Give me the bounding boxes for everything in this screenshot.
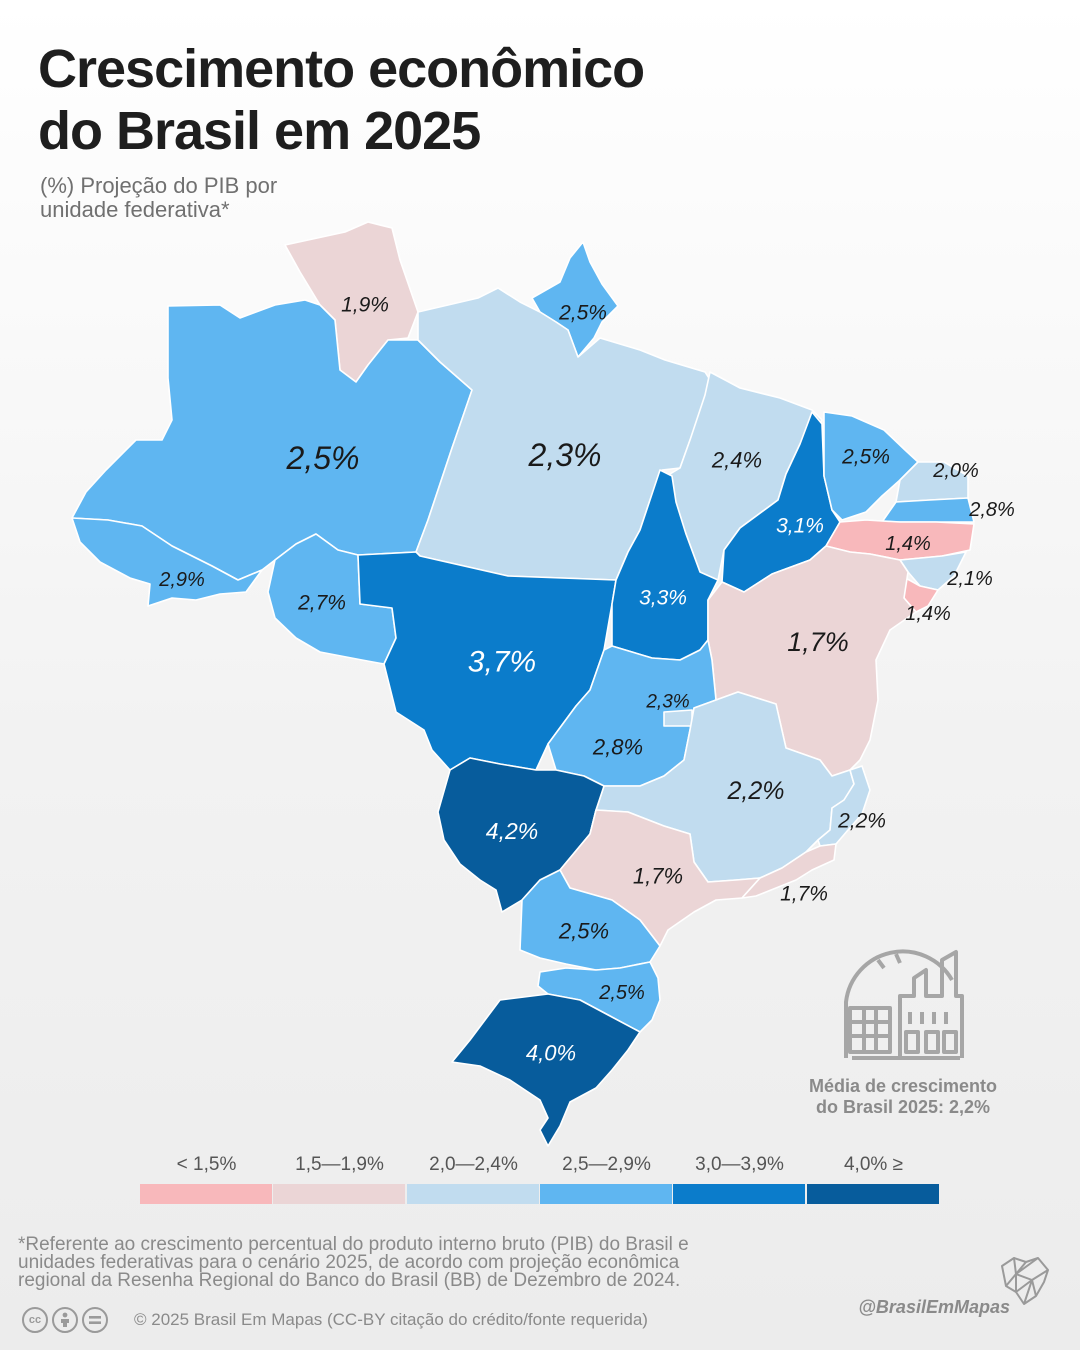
state-label-es: 2,2% xyxy=(837,810,886,833)
state-label-sp: 1,7% xyxy=(633,864,683,889)
state-label-am: 2,5% xyxy=(286,440,360,476)
footnote-line-2: unidades federativas para o cenário 2025… xyxy=(18,1252,680,1273)
state-label-pa: 2,3% xyxy=(528,437,602,473)
state-label-pi: 3,1% xyxy=(776,515,824,538)
state-ce xyxy=(823,411,919,521)
credit-row: cc © 2025 Brasil Em Mapas (CC-BY citação… xyxy=(22,1305,648,1335)
legend-label-3-0-3-9: 3,0—3,9% xyxy=(695,1154,784,1175)
legend-swatch-gte-4-0 xyxy=(807,1184,939,1204)
state-rs xyxy=(451,993,641,1147)
state-label-ma: 2,4% xyxy=(711,448,762,473)
page-subtitle: (%) Projeção do PIB por unidade federati… xyxy=(40,174,277,222)
title-line-2: do Brasil em 2025 xyxy=(38,101,481,161)
state-ac xyxy=(71,517,263,607)
average-growth-text: Média de crescimento do Brasil 2025: 2,2… xyxy=(790,1076,1016,1118)
state-ma xyxy=(659,371,823,589)
state-pb xyxy=(881,497,975,523)
state-al xyxy=(899,551,967,591)
state-label-pr: 2,5% xyxy=(558,919,609,944)
legend-swatch-3-0-3-9 xyxy=(673,1184,805,1204)
average-line-1: Média de crescimento xyxy=(808,1076,998,1096)
cc-icon: cc xyxy=(22,1307,48,1333)
legend-bar xyxy=(140,1184,940,1204)
legend-label-1-5-1-9: 1,5—1,9% xyxy=(295,1154,384,1175)
state-label-rj: 1,7% xyxy=(780,883,828,906)
state-label-to: 3,3% xyxy=(639,587,687,610)
equal-icon xyxy=(82,1307,108,1333)
footnote-line-3: regional da Resenha Regional do Banco do… xyxy=(18,1270,681,1291)
average-growth-block: Média de crescimento do Brasil 2025: 2,2… xyxy=(790,940,1016,1118)
state-label-rs: 4,0% xyxy=(526,1041,576,1066)
brazil-map-icon xyxy=(1001,1257,1049,1305)
title-line-1: Crescimento econômico xyxy=(38,39,645,99)
state-label-rn: 2,0% xyxy=(932,460,979,482)
legend-label-2-0-2-4: 2,0—2,4% xyxy=(429,1154,518,1175)
state-label-ms: 4,2% xyxy=(486,818,538,844)
legend: < 1,5% 1,5—1,9% 2,0—2,4% 2,5—2,9% 3,0—3,… xyxy=(140,1154,940,1204)
subtitle-line-1: (%) Projeção do PIB por xyxy=(40,173,278,198)
state-label-ro: 2,7% xyxy=(297,592,346,615)
state-label-se: 1,4% xyxy=(905,603,951,625)
state-label-ce: 2,5% xyxy=(841,446,890,469)
legend-label-lt-1-5: < 1,5% xyxy=(176,1154,237,1175)
page-title: Crescimento econômico do Brasil em 2025 xyxy=(38,38,645,162)
state-pr xyxy=(519,869,661,971)
state-shapes xyxy=(71,221,975,1147)
state-label-mg: 2,2% xyxy=(727,777,785,805)
footnote-line-1: *Referente ao crescimento percentual do … xyxy=(18,1234,689,1255)
state-label-ap: 2,5% xyxy=(558,302,607,325)
state-label-ac: 2,9% xyxy=(158,569,205,591)
legend-swatch-lt-1-5 xyxy=(140,1184,272,1204)
state-label-go: 2,8% xyxy=(592,735,643,760)
state-label-pb: 2,8% xyxy=(968,499,1015,521)
legend-swatch-1-5-1-9 xyxy=(273,1184,405,1204)
state-label-ba: 1,7% xyxy=(787,627,849,657)
factory-icon xyxy=(844,949,964,1060)
legend-labels: < 1,5% 1,5—1,9% 2,0—2,4% 2,5—2,9% 3,0—3,… xyxy=(140,1154,940,1180)
average-line-2: do Brasil 2025: 2,2% xyxy=(815,1097,991,1117)
social-handle: @BrasilEmMapas xyxy=(858,1297,1010,1317)
attribution-icon xyxy=(52,1307,78,1333)
state-rj xyxy=(741,843,837,899)
legend-swatch-2-5-2-9 xyxy=(540,1184,672,1204)
legend-label-2-5-2-9: 2,5—2,9% xyxy=(562,1154,651,1175)
state-label-pe: 1,4% xyxy=(885,533,931,555)
state-label-df: 2,3% xyxy=(645,692,689,713)
state-label-al: 2,1% xyxy=(946,568,993,590)
state-label-mt: 3,7% xyxy=(468,646,536,679)
state-label-sc: 2,5% xyxy=(598,982,645,1004)
state-labels: 1,9% 2,5% 2,5% 2,3% 2,4% 3,1% 2,5% 2,0% 2,8% 1,4%… xyxy=(158,294,1015,1066)
footnote: *Referente ao crescimento percentual do … xyxy=(18,1234,818,1291)
state-label-rr: 1,9% xyxy=(341,294,389,317)
subtitle-line-2: unidade federativa* xyxy=(40,197,230,222)
credit-text: © 2025 Brasil Em Mapas (CC-BY citação do… xyxy=(134,1310,648,1329)
legend-swatch-2-0-2-4 xyxy=(407,1184,539,1204)
legend-label-gte-4-0: 4,0% ≥ xyxy=(843,1154,903,1175)
